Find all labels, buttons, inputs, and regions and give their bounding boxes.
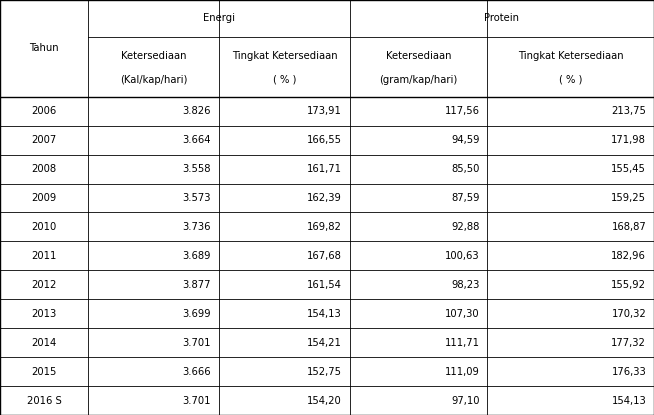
Text: 2009: 2009 — [31, 193, 57, 203]
Text: 159,25: 159,25 — [611, 193, 646, 203]
Text: ( % ): ( % ) — [273, 75, 296, 85]
Text: ( % ): ( % ) — [559, 75, 582, 85]
Text: 213,75: 213,75 — [611, 106, 646, 116]
Text: 94,59: 94,59 — [451, 135, 479, 145]
Text: 154,21: 154,21 — [307, 338, 342, 348]
Text: 2008: 2008 — [31, 164, 57, 174]
Text: 162,39: 162,39 — [307, 193, 342, 203]
Text: 2016 S: 2016 S — [27, 395, 61, 405]
Text: 3.666: 3.666 — [182, 366, 211, 376]
Text: 3.826: 3.826 — [182, 106, 211, 116]
Text: Tingkat Ketersediaan: Tingkat Ketersediaan — [518, 51, 623, 61]
Text: 3.689: 3.689 — [182, 251, 211, 261]
Text: 3.558: 3.558 — [182, 164, 211, 174]
Text: Protein: Protein — [485, 13, 519, 23]
Text: 3.877: 3.877 — [182, 280, 211, 290]
Text: 100,63: 100,63 — [445, 251, 479, 261]
Text: 111,71: 111,71 — [444, 338, 479, 348]
Text: 111,09: 111,09 — [445, 366, 479, 376]
Text: 3.736: 3.736 — [182, 222, 211, 232]
Text: Tahun: Tahun — [29, 43, 59, 54]
Text: 107,30: 107,30 — [445, 309, 479, 319]
Text: 2015: 2015 — [31, 366, 57, 376]
Text: 117,56: 117,56 — [444, 106, 479, 116]
Text: 176,33: 176,33 — [611, 366, 646, 376]
Text: 98,23: 98,23 — [451, 280, 479, 290]
Text: 2007: 2007 — [31, 135, 57, 145]
Text: 154,13: 154,13 — [307, 309, 342, 319]
Text: 3.699: 3.699 — [182, 309, 211, 319]
Text: 166,55: 166,55 — [307, 135, 342, 145]
Text: Ketersediaan: Ketersediaan — [386, 51, 451, 61]
Text: 97,10: 97,10 — [451, 395, 479, 405]
Text: 152,75: 152,75 — [307, 366, 342, 376]
Text: 2011: 2011 — [31, 251, 57, 261]
Text: (gram/kap/hari): (gram/kap/hari) — [379, 75, 458, 85]
Text: 161,71: 161,71 — [307, 164, 342, 174]
Text: 155,45: 155,45 — [611, 164, 646, 174]
Text: 155,92: 155,92 — [611, 280, 646, 290]
Text: 92,88: 92,88 — [451, 222, 479, 232]
Text: 2014: 2014 — [31, 338, 57, 348]
Text: 2010: 2010 — [31, 222, 57, 232]
Text: Ketersediaan: Ketersediaan — [121, 51, 186, 61]
Text: 85,50: 85,50 — [451, 164, 479, 174]
Text: 3.701: 3.701 — [182, 395, 211, 405]
Text: (Kal/kap/hari): (Kal/kap/hari) — [120, 75, 188, 85]
Text: Energi: Energi — [203, 13, 235, 23]
Text: 87,59: 87,59 — [451, 193, 479, 203]
Text: 171,98: 171,98 — [611, 135, 646, 145]
Text: 170,32: 170,32 — [611, 309, 646, 319]
Text: 168,87: 168,87 — [611, 222, 646, 232]
Text: 3.573: 3.573 — [182, 193, 211, 203]
Text: 173,91: 173,91 — [307, 106, 342, 116]
Text: 3.664: 3.664 — [182, 135, 211, 145]
Text: 2006: 2006 — [31, 106, 57, 116]
Text: 169,82: 169,82 — [307, 222, 342, 232]
Text: Tingkat Ketersediaan: Tingkat Ketersediaan — [232, 51, 337, 61]
Text: 3.701: 3.701 — [182, 338, 211, 348]
Text: 177,32: 177,32 — [611, 338, 646, 348]
Text: 154,13: 154,13 — [611, 395, 646, 405]
Text: 2012: 2012 — [31, 280, 57, 290]
Text: 182,96: 182,96 — [611, 251, 646, 261]
Text: 154,20: 154,20 — [307, 395, 342, 405]
Text: 161,54: 161,54 — [307, 280, 342, 290]
Text: 167,68: 167,68 — [307, 251, 342, 261]
Text: 2013: 2013 — [31, 309, 57, 319]
